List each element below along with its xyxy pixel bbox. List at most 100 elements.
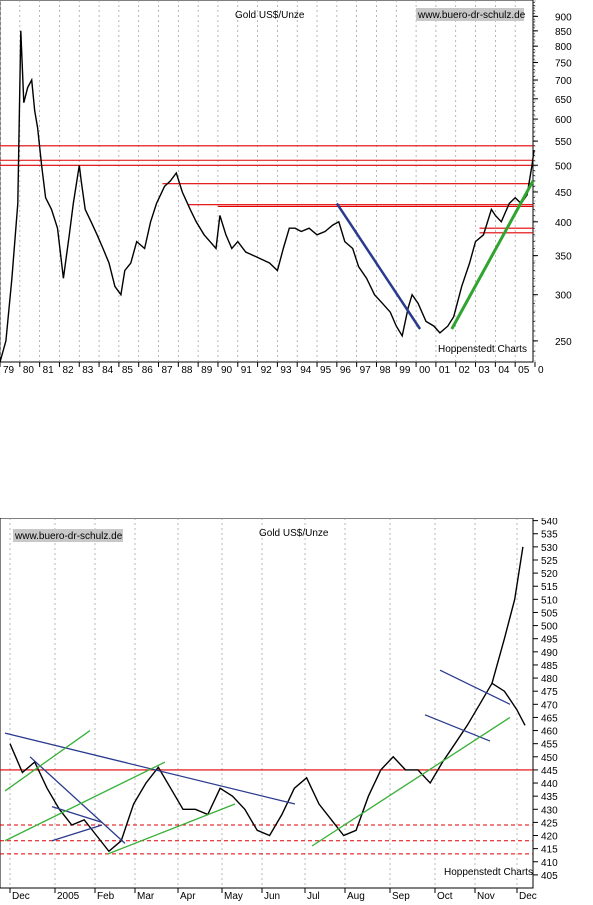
gold-price-line [0, 30, 535, 363]
x-tick-label: May [224, 891, 243, 902]
x-tick-label: Sep [392, 891, 410, 902]
source-label: Hoppenstedt Charts [438, 344, 527, 355]
y-tick-label: 425 [541, 818, 558, 829]
y-tick-label: 455 [541, 740, 558, 751]
y-tick-label: 550 [555, 137, 572, 148]
x-tick-label: 2005 [57, 891, 80, 902]
long-term-gold-chart: 79 80 81 82 83 84 85 86 87 88 89 90 91 92 93 94 95 96 97 98… [0, 0, 593, 380]
blue-downtrend-line [4, 732, 296, 805]
one-year-chart-svg: Dec 2005 Feb Mar Apr May Jun Jul Aug Sep Oct Nov Dec… [0, 518, 558, 902]
x-tick-label: Dec [12, 891, 30, 902]
y-tick-label: 525 [541, 556, 558, 567]
x-tick-label: 79 [3, 365, 15, 376]
x-tick-label: 0 [538, 365, 544, 376]
y-tick-label: 350 [555, 252, 572, 263]
x-tick-label: 01 [439, 365, 451, 376]
y-tick-label: 505 [541, 608, 558, 619]
y-tick-label: 415 [541, 845, 558, 856]
y-tick-label: 490 [541, 648, 558, 659]
x-tick-label: Jul [307, 891, 320, 902]
y-tick-label: 535 [541, 530, 558, 541]
y-tick-label: 420 [541, 832, 558, 843]
y-tick-label: 520 [541, 569, 558, 580]
x-tick-label: Aug [347, 891, 365, 902]
x-tick-label: 99 [399, 365, 411, 376]
uptrend-line [450, 180, 535, 330]
x-tick-label: Dec [519, 891, 537, 902]
y-tick-label: 500 [555, 161, 572, 172]
x-tick-label: 90 [221, 365, 233, 376]
y-tick-label: 450 [555, 188, 572, 199]
y-tick-label: 750 [555, 59, 572, 70]
x-tick-label: 94 [300, 365, 312, 376]
x-tick-label: Feb [97, 891, 115, 902]
x-tick-label: 95 [320, 365, 332, 376]
y-tick-label: 530 [541, 543, 558, 554]
plot-frame [0, 0, 534, 363]
x-tick-label: Jun [264, 891, 280, 902]
long-term-chart-svg: 79 80 81 82 83 84 85 86 87 88 89 90 91 92 93 94 95 96 97 98… [0, 0, 572, 376]
y-tick-label: 465 [541, 713, 558, 724]
x-tick-label: Apr [180, 891, 196, 902]
downtrend-line [335, 202, 422, 330]
x-tick-label: 05 [518, 365, 530, 376]
green-channel-upper [4, 730, 91, 792]
y-tick-label: 460 [541, 727, 558, 738]
green-uptrend-line [311, 716, 511, 847]
x-tick-label: 86 [142, 365, 154, 376]
y-tick-label: 410 [541, 858, 558, 869]
x-tick-label: 92 [261, 365, 273, 376]
x-tick-label: 00 [419, 365, 431, 376]
x-tick-label: 03 [479, 365, 491, 376]
y-tick-label: 495 [541, 635, 558, 646]
blue-trend-line [29, 756, 126, 844]
chart-title: Gold US$/Unze [235, 10, 305, 21]
flag-upper-line [439, 669, 511, 705]
green-channel-lower [4, 761, 166, 842]
y-tick-label: 900 [555, 12, 572, 23]
y-tick-label: 700 [555, 76, 572, 87]
green-support-line [107, 803, 236, 855]
y-tick-label: 800 [555, 42, 572, 53]
x-tick-label: 91 [241, 365, 253, 376]
watermark-text: www.buero-dr-schulz.de [417, 10, 526, 21]
y-tick-label: 405 [541, 871, 558, 882]
y-tick-label: 435 [541, 792, 558, 803]
x-tick-label: 88 [181, 365, 193, 376]
y-tick-label: 600 [555, 115, 572, 126]
y-tick-label: 445 [541, 766, 558, 777]
y-tick-label: 510 [541, 595, 558, 606]
triangle-upper-line [51, 806, 103, 824]
x-tick-label: 82 [62, 365, 74, 376]
y-tick-label: 485 [541, 661, 558, 672]
one-year-gold-chart: Dec 2005 Feb Mar Apr May Jun Jul Aug Sep Oct Nov Dec… [0, 518, 593, 905]
x-tick-label: Mar [137, 891, 155, 902]
x-tick-label: 83 [82, 365, 94, 376]
x-tick-label: 87 [162, 365, 174, 376]
x-tick-label: 81 [43, 365, 55, 376]
x-tick-label: Nov [477, 891, 495, 902]
triangle-lower-line [51, 824, 103, 842]
x-tick-label: 93 [280, 365, 292, 376]
y-tick-label: 480 [541, 674, 558, 685]
x-tick-label: 85 [122, 365, 134, 376]
y-tick-label: 650 [555, 95, 572, 106]
x-tick-label: 89 [201, 365, 213, 376]
x-tick-label: 98 [379, 365, 391, 376]
y-tick-label: 540 [541, 518, 558, 528]
y-tick-label: 250 [555, 337, 572, 348]
x-tick-label: Oct [437, 891, 453, 902]
x-tick-label: 96 [340, 365, 352, 376]
y-tick-label: 515 [541, 582, 558, 593]
chart-title: Gold US$/Unze [259, 528, 329, 539]
y-tick-label: 430 [541, 805, 558, 816]
gold-price-surge [491, 546, 524, 684]
y-tick-label: 475 [541, 687, 558, 698]
x-tick-label: 04 [498, 365, 510, 376]
y-tick-label: 450 [541, 753, 558, 764]
watermark-text: www.buero-dr-schulz.de [14, 531, 123, 542]
x-tick-label: 84 [102, 365, 114, 376]
source-label: Hoppenstedt Charts [444, 867, 533, 878]
x-tick-label: 80 [23, 365, 35, 376]
x-tick-label: 02 [459, 365, 471, 376]
